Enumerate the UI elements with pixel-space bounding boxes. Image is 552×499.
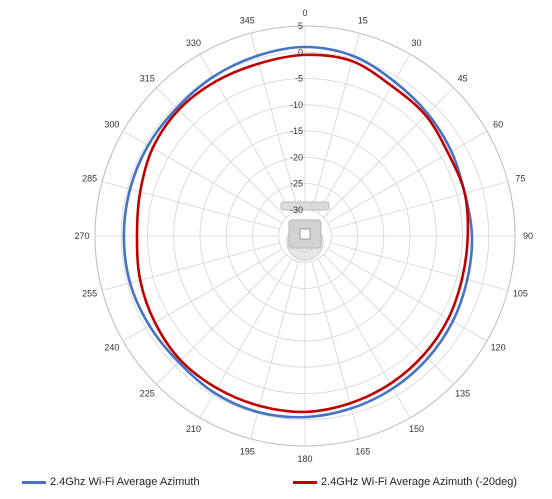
grid-spoke bbox=[122, 130, 283, 224]
legend-label-series-2: 2.4GHz Wi-Fi Average Azimuth (-20deg) bbox=[321, 476, 518, 488]
angle-tick-label: 330 bbox=[186, 38, 201, 48]
angle-tick-label: 75 bbox=[515, 173, 525, 183]
axis-labels: 0 15 30 45 60 75 90 105 120 135 150 165 180 195 210 225… bbox=[74, 8, 533, 464]
grid-spoke bbox=[156, 254, 287, 385]
grid-spoke bbox=[250, 261, 299, 439]
angle-tick-label: 30 bbox=[411, 38, 421, 48]
grid-spoke bbox=[102, 181, 280, 230]
series-layer bbox=[122, 45, 474, 419]
angle-tick-label: 90 bbox=[523, 231, 533, 241]
angle-tick-label: 60 bbox=[493, 120, 503, 130]
radial-tick-label: -30 bbox=[290, 205, 303, 215]
angle-tick-label: 150 bbox=[409, 424, 424, 434]
legend-swatch-series-1 bbox=[22, 480, 46, 484]
grid-spoke bbox=[311, 33, 360, 211]
angle-tick-label: 285 bbox=[82, 173, 97, 183]
legend-label-series-1: 2.4Ghz Wi-Fi Average Azimuth bbox=[50, 476, 200, 488]
angle-tick-label: 135 bbox=[455, 389, 470, 399]
angle-tick-label: 105 bbox=[513, 289, 528, 299]
angle-tick-label: 225 bbox=[140, 389, 155, 399]
angle-tick-label: 195 bbox=[240, 446, 255, 456]
radial-tick-label: -10 bbox=[290, 100, 303, 110]
series-line-2 bbox=[135, 53, 470, 414]
angle-tick-label: 15 bbox=[358, 16, 368, 26]
polar-chart: 0 15 30 45 60 75 90 105 120 135 150 165 180 195 210 225… bbox=[74, 8, 533, 464]
radial-tick-label: -15 bbox=[290, 126, 303, 136]
angle-tick-label: 120 bbox=[491, 343, 506, 353]
series-line-1 bbox=[122, 45, 474, 419]
angle-tick-label: 210 bbox=[186, 424, 201, 434]
angle-tick-label: 315 bbox=[140, 73, 155, 83]
grid-spoke bbox=[327, 248, 488, 342]
grid-spoke bbox=[323, 87, 454, 218]
legend-item-series-1: 2.4Ghz Wi-Fi Average Azimuth bbox=[22, 476, 200, 488]
grid-spoke bbox=[330, 181, 508, 230]
radial-tick-label: 5 bbox=[298, 21, 303, 31]
grid-spoke bbox=[327, 130, 488, 224]
angle-tick-label: 165 bbox=[355, 446, 370, 456]
grid-spoke bbox=[199, 258, 293, 419]
grid-spoke bbox=[122, 248, 283, 342]
grid-spoke bbox=[323, 254, 454, 385]
grid-spoke bbox=[317, 258, 411, 419]
angle-tick-label: 240 bbox=[104, 343, 119, 353]
grid-spoke bbox=[199, 53, 293, 214]
chart-legend: 2.4Ghz Wi-Fi Average Azimuth 2.4GHz Wi-F… bbox=[0, 476, 552, 496]
legend-swatch-series-2 bbox=[293, 480, 317, 484]
device-mount bbox=[280, 201, 330, 211]
angle-tick-label: 255 bbox=[82, 289, 97, 299]
angle-tick-label: 180 bbox=[297, 454, 312, 464]
grid-spoke bbox=[330, 242, 508, 291]
grid-spoke bbox=[156, 87, 287, 218]
grid-spoke bbox=[317, 53, 411, 214]
angle-tick-label: 270 bbox=[74, 231, 89, 241]
angle-tick-label: 45 bbox=[458, 73, 468, 83]
radial-tick-label: -5 bbox=[295, 74, 303, 84]
device-led bbox=[299, 228, 311, 240]
angle-tick-label: 0 bbox=[302, 8, 307, 18]
angle-tick-label: 300 bbox=[104, 120, 119, 130]
angle-tick-label: 345 bbox=[240, 16, 255, 26]
grid-spoke bbox=[102, 242, 280, 291]
access-point-device-image bbox=[280, 201, 330, 261]
radial-tick-label: -20 bbox=[290, 152, 303, 162]
radial-tick-label: 0 bbox=[298, 47, 303, 57]
legend-item-series-2: 2.4GHz Wi-Fi Average Azimuth (-20deg) bbox=[293, 476, 517, 488]
radial-tick-label: -25 bbox=[290, 179, 303, 189]
